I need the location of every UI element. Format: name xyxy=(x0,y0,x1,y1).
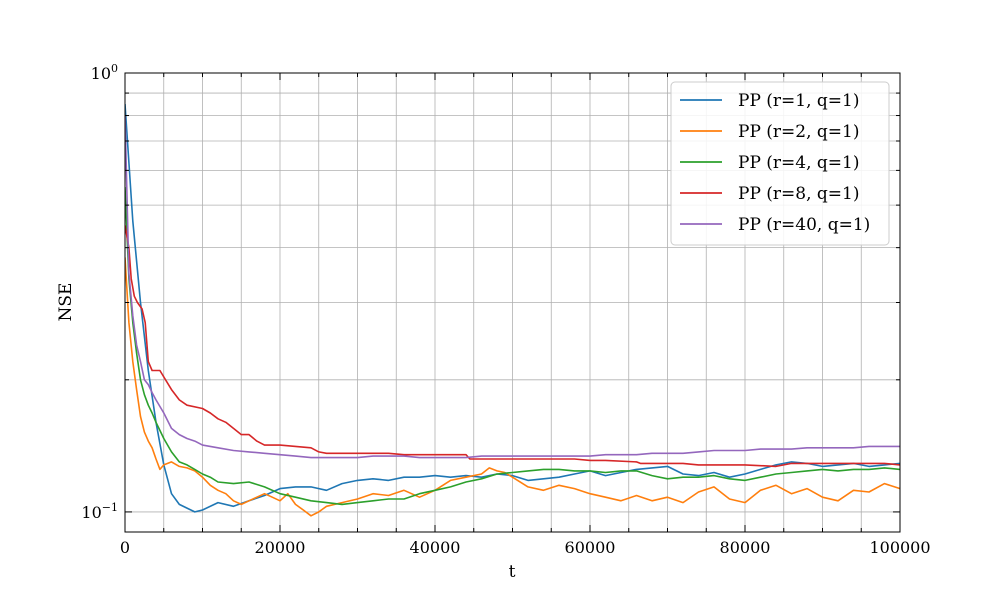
series-line-2 xyxy=(125,257,900,517)
x-tick-label: 40000 xyxy=(410,538,461,557)
axis-ticks xyxy=(124,72,901,533)
x-tick-labels: 0 20000 40000 60000 80000 100000 xyxy=(120,538,931,557)
y-axis-label: NSE xyxy=(56,283,76,322)
legend-label: PP (r=2, q=1) xyxy=(738,122,859,142)
series-line-5 xyxy=(125,115,900,459)
series-lines xyxy=(125,103,900,517)
legend-box xyxy=(670,81,890,246)
legend-label: PP (r=1, q=1) xyxy=(738,91,859,111)
x-tick-label: 80000 xyxy=(720,538,771,557)
x-tick-label: 60000 xyxy=(565,538,616,557)
series-line-3 xyxy=(125,186,900,506)
series-line-4 xyxy=(125,225,900,468)
y-tick-label: 100 xyxy=(91,62,118,83)
legend-label: PP (r=4, q=1) xyxy=(738,153,859,173)
x-tick-label: 0 xyxy=(120,538,130,557)
x-tick-label: 20000 xyxy=(255,538,306,557)
legend: PP (r=1, q=1) PP (r=2, q=1) PP (r=4, q=1) P… xyxy=(670,81,890,246)
x-axis-label: t xyxy=(509,562,516,582)
x-tick-label: 100000 xyxy=(869,538,930,557)
legend-label: PP (r=8, q=1) xyxy=(738,184,859,204)
y-tick-labels: 10−1 100 xyxy=(81,62,118,522)
legend-label: PP (r=40, q=1) xyxy=(738,215,870,235)
y-tick-label: 10−1 xyxy=(81,501,118,522)
